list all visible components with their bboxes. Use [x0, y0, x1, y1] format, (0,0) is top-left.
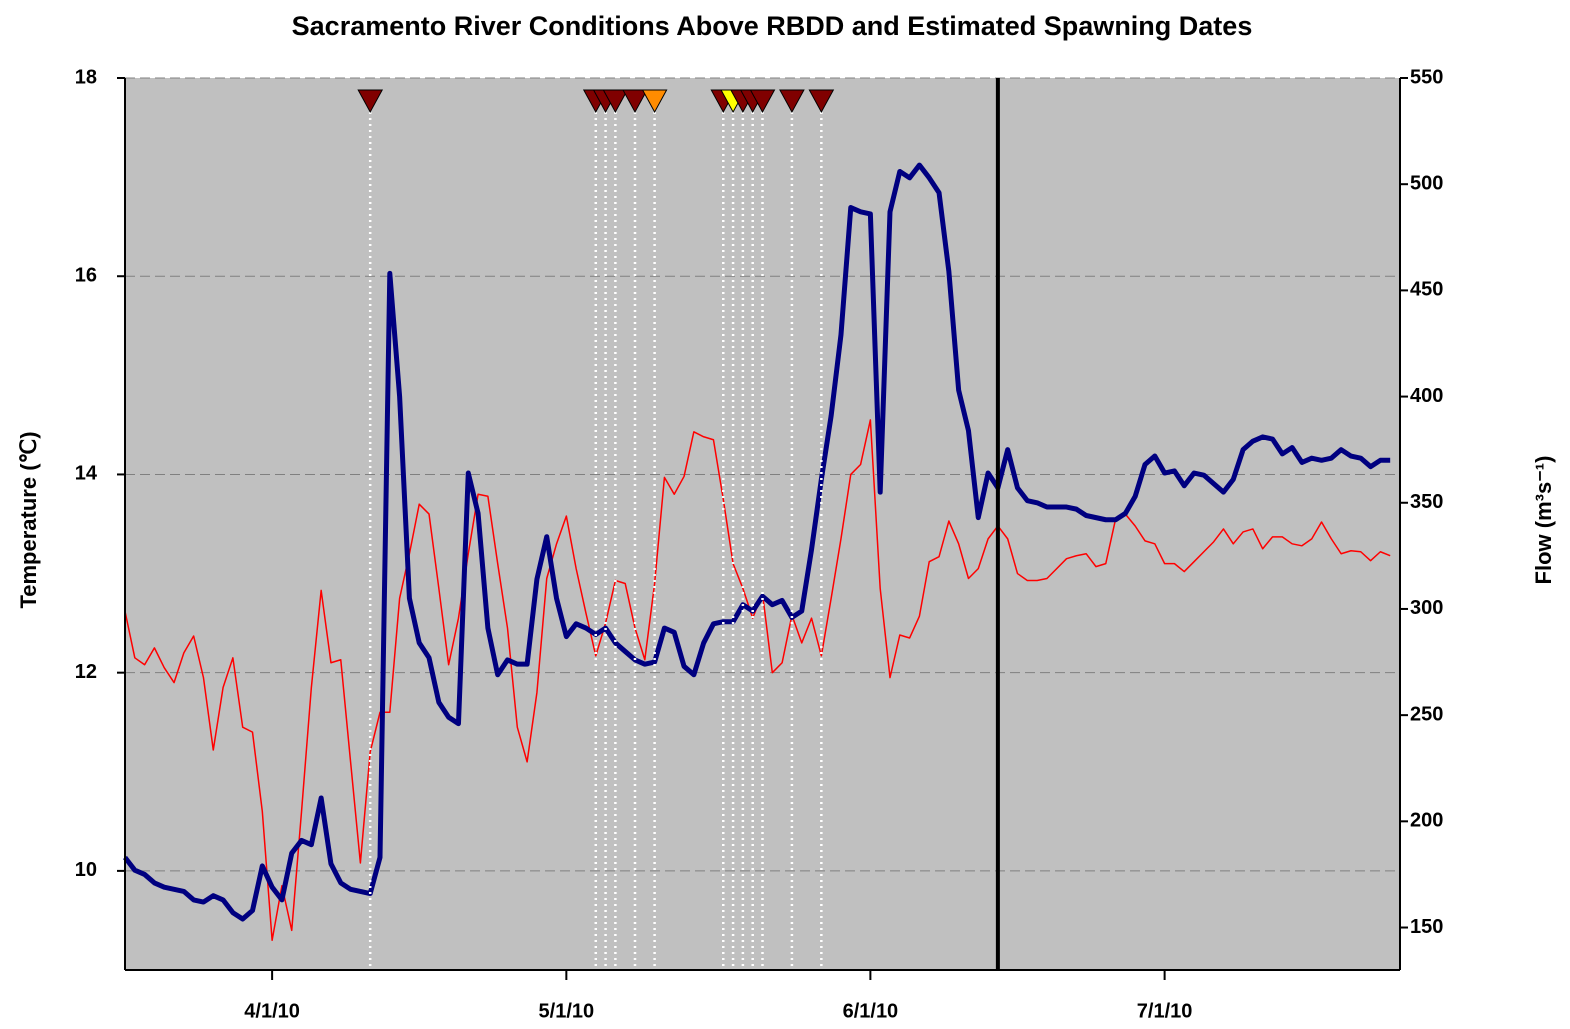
y2-tick-label: 550	[1410, 66, 1443, 88]
spawning-marker	[357, 89, 384, 114]
y2-tick-label: 150	[1410, 916, 1443, 938]
y2-tick-label: 400	[1410, 385, 1443, 407]
y-axis-title: Temperature (℃)	[16, 431, 41, 608]
y2-tick-label: 350	[1410, 491, 1443, 513]
spawning-marker	[779, 89, 805, 114]
data-line	[123, 162, 1391, 922]
y2-tick-label: 450	[1410, 279, 1443, 301]
x-tick-label: 4/1/10	[244, 1000, 300, 1022]
y2-tick-label: 500	[1410, 172, 1443, 194]
spawning-marker	[602, 89, 629, 114]
y-tick-label: 12	[75, 661, 97, 683]
x-tick-label: 6/1/10	[843, 1000, 899, 1022]
chart-title: Sacramento River Conditions Above RBDD a…	[292, 11, 1253, 41]
y2-tick-label: 200	[1410, 810, 1443, 832]
y2-axis-title: Flow (m³s⁻¹)	[1531, 456, 1556, 585]
y-tick-label: 16	[75, 265, 97, 287]
x-tick-label: 7/1/10	[1137, 1000, 1193, 1022]
spawning-marker	[641, 89, 668, 114]
y2-tick-label: 250	[1410, 703, 1443, 725]
spawning-marker	[749, 89, 776, 114]
spawning-marker	[622, 89, 648, 114]
x-tick-label: 5/1/10	[539, 1000, 595, 1022]
y-tick-label: 10	[75, 859, 97, 881]
y-tick-label: 18	[75, 66, 97, 88]
y-tick-label: 14	[75, 463, 98, 485]
spawning-marker	[808, 89, 835, 114]
plot-background	[125, 78, 1400, 970]
y2-tick-label: 300	[1410, 597, 1443, 619]
